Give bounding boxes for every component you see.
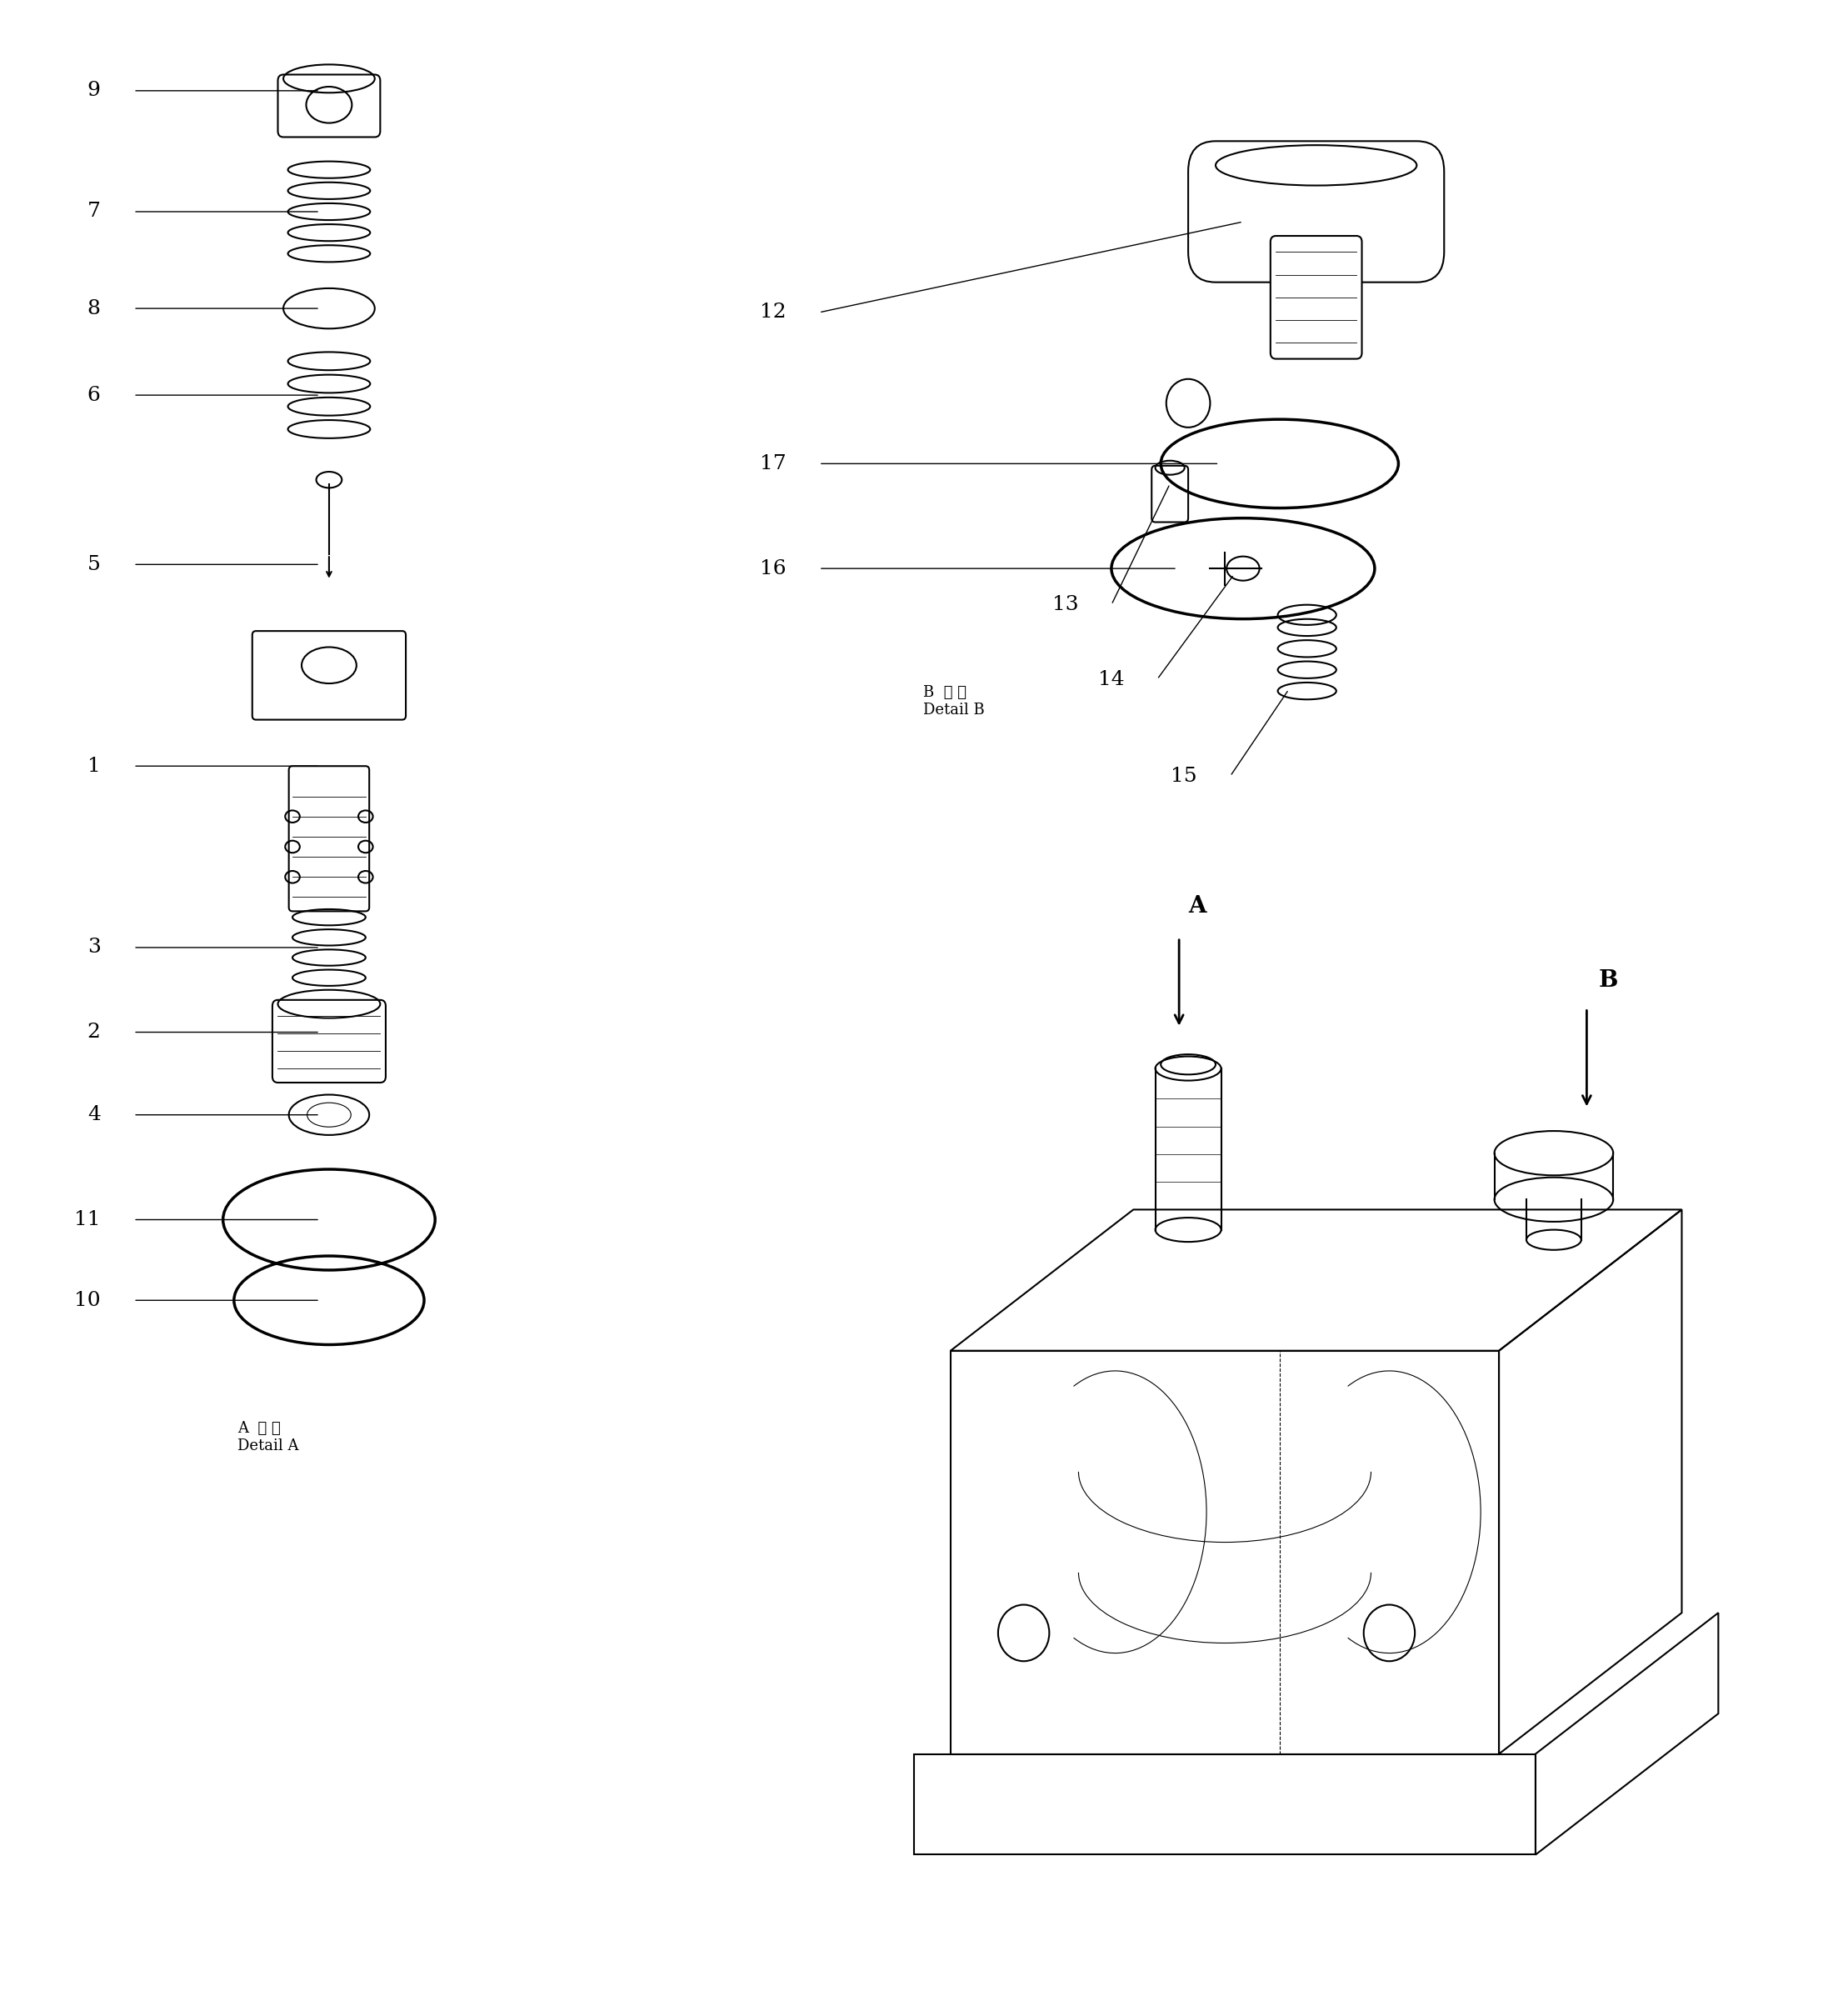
Text: 5: 5 [88,554,101,575]
Text: 12: 12 [760,302,786,323]
Text: 9: 9 [88,81,101,101]
Text: 8: 8 [88,298,101,319]
Text: 2: 2 [88,1022,101,1042]
Text: 15: 15 [1172,766,1197,786]
Text: B: B [1600,970,1618,992]
Text: 1: 1 [88,756,101,776]
Text: A: A [1188,895,1206,917]
Text: 3: 3 [88,937,101,958]
Text: A  詳 細
Detail A: A 詳 細 Detail A [238,1421,300,1454]
FancyBboxPatch shape [1270,236,1362,359]
FancyBboxPatch shape [252,631,406,720]
Text: 16: 16 [760,558,786,579]
FancyBboxPatch shape [278,75,380,137]
Text: 10: 10 [75,1290,101,1310]
FancyBboxPatch shape [289,766,369,911]
FancyBboxPatch shape [272,1000,386,1083]
Text: 13: 13 [1053,595,1079,615]
FancyBboxPatch shape [1152,466,1188,522]
Text: B  詳 細
Detail B: B 詳 細 Detail B [923,685,985,718]
Text: 4: 4 [88,1105,101,1125]
Text: 14: 14 [1099,669,1124,689]
FancyBboxPatch shape [1188,141,1444,282]
Text: 11: 11 [75,1210,101,1230]
Text: 17: 17 [760,454,786,474]
Text: 6: 6 [88,385,101,405]
Text: 7: 7 [88,202,101,222]
